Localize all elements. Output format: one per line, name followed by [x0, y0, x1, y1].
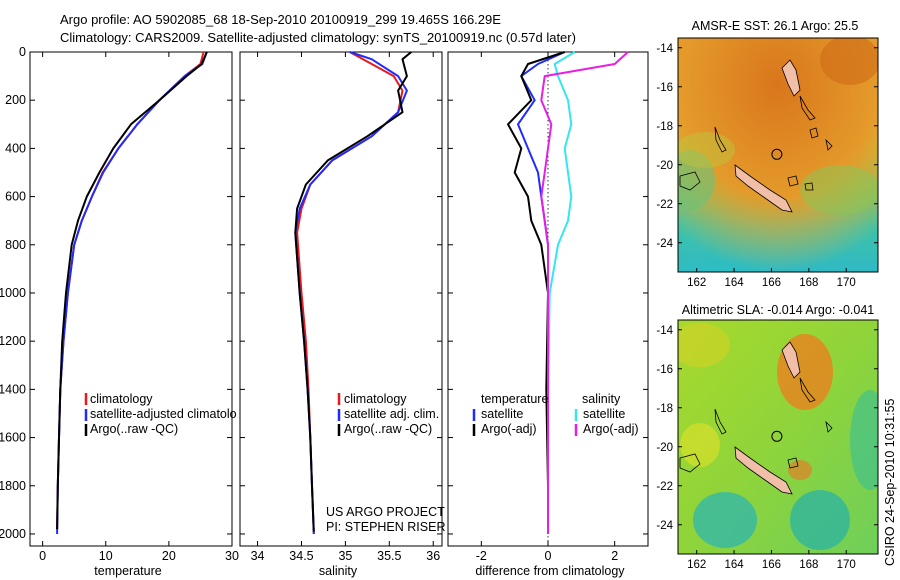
depth-tick-labels: 0 200 400 600 800 1000 1200 1400 1600 1800 2000	[0, 45, 26, 541]
map-lat-tick-label: -14	[656, 325, 673, 337]
sst-map-title: AMSR-E SST: 26.1 Argo: 25.5	[692, 19, 859, 33]
map-lat-tick-label: -24	[656, 520, 673, 532]
series-line-argo-raw-qc-	[294, 51, 412, 532]
legend-argo: Argo(..raw -QC)	[90, 422, 178, 436]
salinity-legend: climatology satellite adj. clim. Argo(..…	[337, 392, 439, 436]
salinity-ticks: 34 34.5 35 35.5 36	[240, 51, 442, 563]
sla-map-frame	[677, 319, 879, 555]
profile-location-marker	[771, 148, 783, 160]
difference-profiles	[507, 51, 629, 534]
map-lat-tick-label: -22	[656, 481, 673, 493]
sst-map	[678, 38, 878, 272]
depth-tick-label: 1400	[0, 382, 26, 396]
x-tick-label: 20	[162, 549, 176, 563]
salinity-xlabel: salinity	[319, 564, 358, 578]
temperature-axes	[29, 51, 233, 547]
map-lat-tick-label: -20	[656, 160, 673, 172]
sst-map-ticks: 162 164 166 168 170 -14 -16 -18 -20 -22 -24	[656, 43, 878, 289]
x-tick-label: 30	[225, 549, 239, 563]
depth-tick-label: 600	[5, 190, 26, 204]
legend-satellite-adjusted: satellite-adjusted climatolo	[90, 407, 237, 421]
legend-temperature-argo: Argo(-adj)	[481, 422, 537, 436]
depth-tick-label: 400	[5, 141, 26, 155]
x-tick-label: -2	[476, 549, 487, 563]
map-lat-tick-label: -16	[656, 82, 673, 94]
temperature-profiles	[56, 51, 208, 535]
map-lon-tick-label: 164	[724, 277, 744, 289]
map-lat-tick-label: -18	[656, 121, 673, 133]
header-line2: Climatology: CARS2009. Satellite-adjuste…	[60, 30, 576, 45]
map-lon-tick-label: 170	[837, 559, 856, 571]
depth-tick-label: 0	[19, 45, 26, 59]
depth-tick-label: 1000	[0, 286, 26, 300]
depth-tick-label: 1600	[0, 431, 26, 445]
map-lon-tick-label: 168	[799, 559, 818, 571]
difference-ticks: -2 0 2	[448, 51, 648, 563]
temperature-ticks: 0 10 20 30	[30, 51, 239, 563]
legend-salinity-argo: Argo(-adj)	[583, 422, 639, 436]
legend-salinity-satellite: satellite	[583, 407, 625, 421]
series-line-argo-raw-qc-	[56, 51, 208, 530]
x-tick-label: 10	[99, 549, 113, 563]
header-line1: Argo profile: AO 5902085_68 18-Sep-2010 …	[60, 12, 501, 27]
sla-map-ticks: 162 164 166 168 170 -14 -16 -18 -20 -22 -24	[656, 325, 878, 571]
legend-temperature-satellite: satellite	[481, 407, 523, 421]
depth-tick-label: 1200	[0, 334, 26, 348]
x-tick-label: 0	[39, 549, 46, 563]
x-tick-label: 36	[426, 549, 440, 563]
project-line1: US ARGO PROJECT	[326, 505, 445, 519]
depth-tick-label: 800	[5, 238, 26, 252]
map-lon-tick-label: 166	[762, 277, 781, 289]
series-line-climatology	[296, 51, 404, 535]
x-tick-label: 34.5	[289, 549, 313, 563]
salinity-profiles	[294, 51, 412, 535]
difference-xlabel: difference from climatology	[475, 564, 625, 578]
difference-legend: temperature satellite Argo(-adj) salinit…	[472, 392, 639, 436]
map-lon-tick-label: 166	[762, 559, 781, 571]
map-lat-tick-label: -24	[656, 238, 673, 250]
sla-map-title: Altimetric SLA: -0.014 Argo: -0.041	[682, 303, 875, 317]
map-lon-tick-label: 162	[687, 277, 706, 289]
legend-argo: Argo(..raw -QC)	[344, 422, 432, 436]
map-lat-tick-label: -22	[656, 199, 673, 211]
x-tick-label: 34	[251, 549, 265, 563]
legend-climatology: climatology	[344, 392, 407, 406]
salinity-axes	[239, 51, 443, 547]
project-line2: PI: STEPHEN RISER	[326, 520, 445, 534]
legend-satellite-adj: satellite adj. clim.	[344, 407, 439, 421]
map-lat-tick-label: -18	[656, 403, 673, 415]
sst-map-frame	[677, 37, 879, 273]
temperature-xlabel: temperature	[94, 564, 161, 578]
map-lon-tick-label: 162	[687, 559, 706, 571]
series-line-salinity-argo-adj-	[540, 51, 629, 534]
map-lat-tick-label: -20	[656, 442, 673, 454]
map-lon-tick-label: 170	[837, 277, 856, 289]
x-tick-label: 0	[545, 549, 552, 563]
series-line-temperature-satellite	[517, 51, 566, 534]
profile-location-marker	[771, 430, 783, 442]
legend-salinity-title: salinity	[582, 392, 621, 406]
sla-map	[678, 320, 878, 554]
depth-tick-label: 200	[5, 93, 26, 107]
temperature-legend: climatology satellite-adjusted climatolo…	[84, 392, 237, 436]
depth-tick-label: 2000	[0, 527, 26, 541]
map-lon-tick-label: 164	[724, 559, 744, 571]
depth-tick-label: 1800	[0, 479, 26, 493]
map-lat-tick-label: -14	[656, 43, 673, 55]
x-tick-label: 35	[338, 549, 352, 563]
map-lat-tick-label: -16	[656, 364, 673, 376]
map-lon-tick-label: 168	[799, 277, 818, 289]
series-line-temperature-argo-adj-	[507, 51, 566, 534]
x-tick-label: 35.5	[377, 549, 401, 563]
legend-temperature-title: temperature	[481, 392, 548, 406]
legend-climatology: climatology	[90, 392, 153, 406]
side-timestamp: CSIRO 24-Sep-2010 10:31:55	[883, 398, 897, 566]
x-tick-label: 2	[611, 549, 618, 563]
